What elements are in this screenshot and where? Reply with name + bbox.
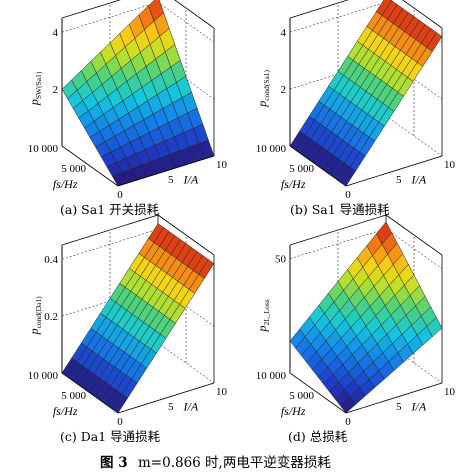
surface-cell xyxy=(340,396,356,414)
surface xyxy=(289,221,443,414)
y-tick-label: 10 000 xyxy=(28,143,59,155)
z-tick-label: 50 xyxy=(275,254,287,266)
panel-caption: (a) Sa1 开关损耗 xyxy=(60,202,160,217)
x-tick-label: 5 xyxy=(168,174,174,186)
z-tick-label: 2 xyxy=(281,84,287,96)
y-tick-label: 10 000 xyxy=(256,143,287,155)
y-tick-label: 10 000 xyxy=(256,370,287,382)
x-tick-label: 10 xyxy=(216,159,228,171)
z-axis-label: pcond(Da1) xyxy=(27,296,43,336)
z-axis-label-sub: SW(Sa1) xyxy=(34,71,43,99)
y-axis-label: fs/Hz xyxy=(53,177,78,191)
x-tick-label: 0 xyxy=(117,189,123,201)
y-tick-label: 5 000 xyxy=(289,163,314,175)
y-tick-label: 5 000 xyxy=(61,163,86,175)
y-tick-label: 5 000 xyxy=(289,390,314,402)
x-tick-label: 5 xyxy=(396,401,402,413)
x-axis-label: I/A xyxy=(183,399,199,413)
x-tick-label: 10 xyxy=(444,386,456,398)
z-axis-label: p2L_Loss xyxy=(255,299,271,332)
z-axis-label-sub: 2L_Loss xyxy=(262,299,271,325)
y-tick-label: 10 000 xyxy=(28,370,59,382)
surface xyxy=(61,223,215,414)
x-tick-label: 0 xyxy=(345,189,351,201)
figure-caption-text: m=0.866 时,两电平逆变器损耗 xyxy=(138,455,331,471)
y-tick-label: 5 000 xyxy=(61,390,86,402)
x-tick-label: 0 xyxy=(345,416,351,428)
x-tick-label: 0 xyxy=(117,416,123,428)
x-tick-label: 10 xyxy=(444,159,456,171)
x-axis-label: I/A xyxy=(183,172,199,186)
z-axis-label-sub: cond(Sa1) xyxy=(262,69,271,100)
x-tick-label: 10 xyxy=(216,386,228,398)
y-axis-label: fs/Hz xyxy=(281,177,306,191)
x-axis-label: I/A xyxy=(411,399,427,413)
surface xyxy=(61,0,215,187)
y-axis-label: fs/Hz xyxy=(53,404,78,418)
x-axis-label: I/A xyxy=(411,172,427,186)
panel-caption: (c) Da1 导通损耗 xyxy=(60,429,161,444)
z-tick-label: 0.4 xyxy=(44,254,58,266)
x-tick-label: 5 xyxy=(396,174,402,186)
surface xyxy=(289,0,443,187)
z-tick-label: 0.2 xyxy=(44,311,58,323)
z-tick-label: 4 xyxy=(281,27,287,39)
x-tick-label: 5 xyxy=(168,401,174,413)
figure-caption-label: 图 3 xyxy=(100,455,128,471)
z-axis-label: pcond(Sa1) xyxy=(255,69,271,107)
y-axis-label: fs/Hz xyxy=(281,404,306,418)
z-axis-label: pSW(Sa1) xyxy=(27,71,43,106)
z-tick-label: 2 xyxy=(53,84,59,96)
panel-caption: (d) 总损耗 xyxy=(288,429,348,444)
z-tick-label: 4 xyxy=(53,27,59,39)
figure-caption: 图 3 m=0.866 时,两电平逆变器损耗 xyxy=(100,455,331,471)
panel-caption: (b) Sa1 导通损耗 xyxy=(290,202,390,217)
z-axis-label-sub: cond(Da1) xyxy=(34,296,43,329)
